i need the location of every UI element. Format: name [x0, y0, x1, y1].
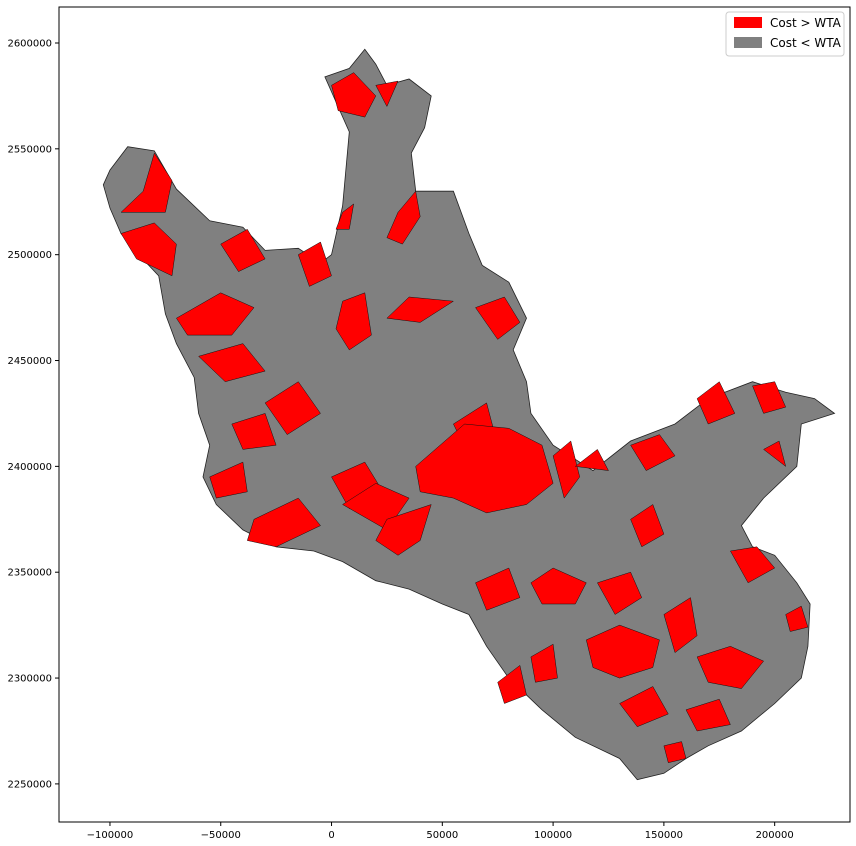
legend: Cost > WTA Cost < WTA: [725, 11, 845, 57]
region-layer: [102, 48, 836, 781]
red-catchment-34: [730, 546, 776, 584]
legend-label-cost-less: Cost < WTA: [770, 36, 842, 50]
red-catchment-31: [586, 624, 660, 679]
red-catchment-22: [552, 440, 580, 499]
x-tick-label: 50000: [426, 830, 458, 841]
y-tick-label: 2300000: [7, 674, 52, 685]
red-catchment-6: [375, 80, 399, 108]
red-catchment-37: [619, 686, 669, 728]
red-catchment-9: [297, 241, 332, 287]
red-catchment-29: [530, 567, 587, 605]
red-catchment-24: [630, 434, 676, 471]
red-catchment-36: [475, 567, 521, 611]
red-catchment-21: [415, 423, 554, 514]
red-catchment-38: [685, 698, 731, 732]
red-catchment-11: [386, 296, 455, 323]
red-catchment-14: [231, 413, 277, 450]
red-catchment-12: [475, 296, 521, 340]
red-catchment-30: [597, 571, 643, 615]
red-catchment-16: [246, 497, 321, 548]
y-tick-label: 2450000: [7, 356, 52, 367]
red-catchment-1: [120, 222, 177, 277]
x-tick-label: 100000: [534, 830, 572, 841]
red-catchment-25: [696, 381, 736, 425]
y-tick-label: 2350000: [7, 568, 52, 579]
y-tick-label: 2400000: [7, 462, 52, 473]
red-catchment-3: [198, 343, 266, 382]
x-tick-label: −50000: [201, 830, 241, 841]
red-catchment-33: [696, 646, 764, 689]
red-catchment-4: [220, 228, 266, 272]
red-catchment-13: [264, 381, 321, 435]
plot-frame: [58, 6, 851, 823]
x-tick-label: −100000: [87, 830, 134, 841]
red-catchment-15: [209, 461, 248, 499]
y-tick-label: 2600000: [7, 38, 52, 49]
red-catchment-0: [120, 152, 173, 213]
red-catchment-8: [386, 190, 421, 245]
red-catchment-32: [663, 597, 698, 654]
legend-label-cost-greater: Cost > WTA: [770, 16, 842, 30]
red-catchment-35: [785, 605, 809, 632]
x-tick-label: 200000: [756, 830, 794, 841]
legend-swatch-cost-greater: [734, 17, 762, 28]
red-catchment-41: [497, 664, 527, 704]
red-catchment-26: [752, 381, 787, 414]
tick-layer: −100000 −50000 0 50000 100000 150000 200000 225…: [7, 38, 793, 841]
red-catchment-23: [574, 449, 609, 471]
red-catchment-27: [763, 440, 787, 468]
red-catchment-39: [663, 741, 687, 763]
red-catchment-5: [331, 72, 377, 118]
red-catchment-10: [335, 292, 372, 351]
legend-swatch-cost-less: [734, 37, 762, 48]
x-tick-label: 150000: [645, 830, 683, 841]
y-tick-label: 2250000: [7, 779, 52, 790]
red-catchment-2: [176, 292, 255, 336]
red-catchment-40: [530, 643, 558, 683]
y-tick-label: 2500000: [7, 250, 52, 261]
red-catchment-28: [630, 504, 665, 548]
x-tick-label: 0: [328, 830, 334, 841]
red-catchment-7: [335, 203, 355, 230]
y-tick-label: 2550000: [7, 144, 52, 155]
red-catchment-19: [375, 504, 432, 556]
